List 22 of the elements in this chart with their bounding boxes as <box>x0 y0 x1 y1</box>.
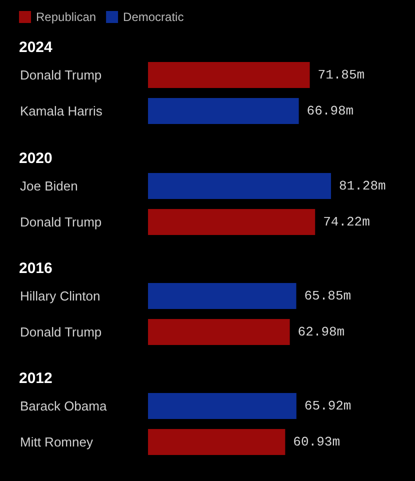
data-label: 71.85m <box>318 68 365 82</box>
legend-label: Democratic <box>123 10 184 24</box>
data-label: 60.93m <box>293 434 340 450</box>
y-tick-label: Donald Trump <box>20 324 102 340</box>
data-label: 65.85m <box>304 288 352 304</box>
y-tick-label: Mitt Romney <box>20 434 94 450</box>
data-label: 65.92m <box>304 398 352 414</box>
chart-title: 2024 <box>19 39 54 56</box>
y-tick-label: Donald Trump <box>20 68 102 82</box>
data-label: 62.98m <box>298 324 345 340</box>
data-label: 66.98m <box>306 104 354 118</box>
data-label: 74.22m <box>323 214 370 230</box>
y-tick-label: Donald Trump <box>20 214 102 230</box>
legend-label: Republican <box>36 10 96 24</box>
y-tick-label: Hillary Clinton <box>20 288 100 304</box>
chart-title: 2020 <box>19 150 52 167</box>
y-tick-label: Kamala Harris <box>20 104 103 118</box>
y-tick-label: Barack Obama <box>20 398 108 414</box>
y-tick-label: Joe Biden <box>20 178 78 194</box>
chart-title: 2012 <box>19 370 52 387</box>
data-label: 81.28m <box>339 178 386 194</box>
chart-title: 2016 <box>19 260 52 277</box>
